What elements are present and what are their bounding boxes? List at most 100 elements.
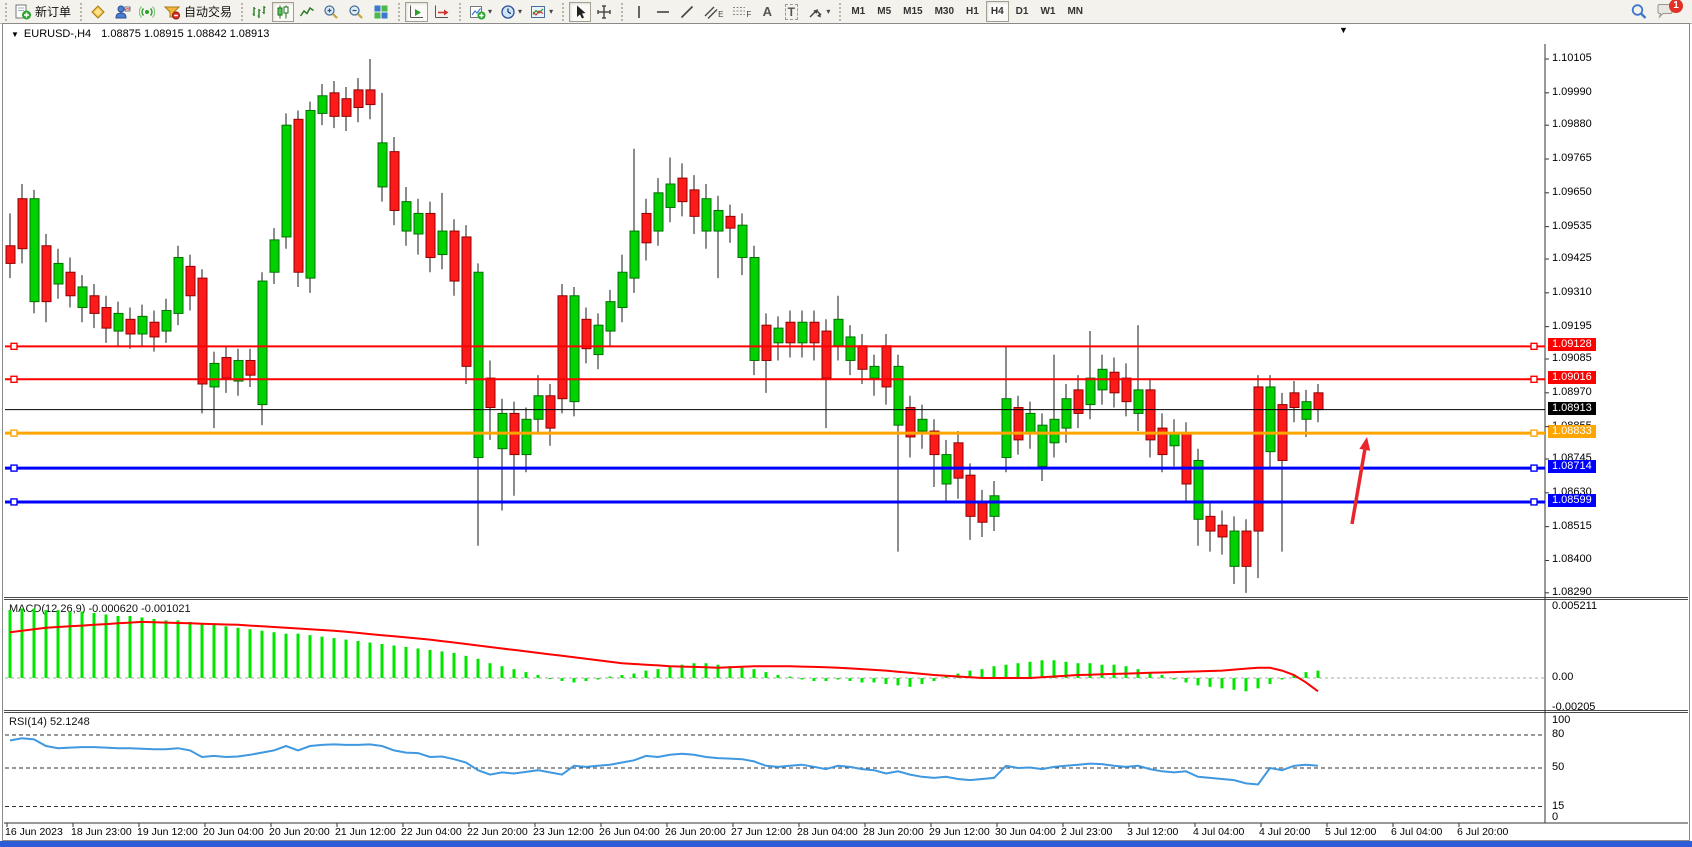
chart-shift-button[interactable]: [430, 2, 453, 22]
chart-menu-icon[interactable]: ▼: [11, 29, 19, 39]
chart-shift-marker[interactable]: ▼: [1339, 25, 1348, 35]
channel-tool-letter: E: [718, 10, 724, 19]
timeframe-button-m1[interactable]: M1: [851, 6, 866, 17]
autotrading-label: 自动交易: [184, 5, 233, 19]
notifications-button[interactable]: 1: [1653, 0, 1683, 22]
candlestick-icon: [277, 5, 289, 18]
macd-axis-label: 0.005211: [1552, 600, 1598, 612]
time-axis-label: 22 Jun 04:00: [401, 826, 462, 838]
cursor-tool-button[interactable]: [569, 1, 592, 22]
bar-chart-type-button[interactable]: [248, 2, 270, 22]
fibonacci-tool-button[interactable]: F: [728, 2, 754, 22]
arrows-tool-button[interactable]: ▾: [804, 2, 833, 22]
zoom-out-icon: [349, 4, 363, 19]
trendline-tool-button[interactable]: [676, 2, 698, 22]
current-price-label: 1.08913: [1548, 401, 1596, 415]
timeframe-button-h1[interactable]: H1: [966, 6, 979, 17]
macd-axis-label: -0.00205: [1552, 701, 1596, 713]
price-tick-label: 1.08400: [1552, 553, 1592, 566]
price-tick-label: 1.08515: [1552, 519, 1592, 532]
time-axis-label: 21 Jun 12:00: [335, 826, 396, 838]
time-axis-label: 3 Jul 12:00: [1127, 826, 1179, 838]
text-label-tool-button[interactable]: T: [780, 2, 802, 22]
navigator-icon: [115, 5, 131, 18]
time-axis-label: 4 Jul 04:00: [1193, 826, 1245, 838]
text-tool-icon: A: [762, 4, 772, 19]
auto-scroll-button[interactable]: [405, 1, 429, 22]
fibonacci-icon: [733, 6, 746, 15]
signals-button[interactable]: [136, 2, 158, 22]
timeframe-button-mn[interactable]: MN: [1067, 6, 1083, 17]
periods-clock-icon: [501, 4, 515, 19]
metaeditor-icon: [91, 4, 105, 19]
pane-separator-rsi[interactable]: [4, 710, 1688, 713]
timeframe-button-h4[interactable]: H4: [985, 1, 1009, 22]
price-tick-label: 1.09765: [1552, 152, 1592, 164]
indicators-dropdown-caret[interactable]: ▾: [488, 7, 493, 16]
time-axis-label: 27 Jun 12:00: [731, 826, 792, 838]
time-axis-label: 22 Jun 20:00: [467, 826, 528, 838]
templates-dropdown-caret[interactable]: ▾: [549, 7, 554, 16]
arrows-tool-icon: [809, 8, 822, 17]
metaeditor-button[interactable]: [87, 2, 109, 22]
timeframe-button-w1[interactable]: W1: [1040, 6, 1056, 17]
horizontal-line-icon: [657, 10, 670, 13]
bar-chart-icon: [252, 5, 266, 18]
periods-dropdown-caret[interactable]: ▾: [518, 7, 523, 16]
rsi-indicator-label: RSI(14) 52.1248: [9, 716, 90, 728]
tile-windows-icon: [374, 5, 388, 18]
price-tick-label: 1.08290: [1552, 585, 1592, 598]
timeframe-button-m15[interactable]: M15: [903, 6, 923, 17]
channel-tool-button[interactable]: E: [700, 2, 726, 22]
pane-separator-macd[interactable]: [4, 597, 1688, 600]
timeframe-button-m30[interactable]: M30: [934, 6, 955, 17]
macd-axis-label: 0.00: [1552, 671, 1574, 683]
navigator-button[interactable]: [111, 2, 134, 22]
toolbar-right-group: 1: [1626, 0, 1686, 23]
indicators-button[interactable]: ▾: [466, 2, 495, 22]
time-axis-label: 16 Jun 2023: [5, 826, 63, 838]
text-tool-button[interactable]: A: [756, 2, 778, 22]
tile-windows-button[interactable]: [370, 2, 392, 22]
price-tick-label: 1.09535: [1552, 219, 1592, 232]
autotrading-button[interactable]: 自动交易: [160, 2, 235, 22]
new-order-icon: [15, 4, 31, 19]
equidistant-channel-icon: [704, 6, 718, 19]
chart-window: ▼ EURUSD-,H4 1.08875 1.08915 1.08842 1.0…: [2, 23, 1690, 841]
trendline-icon: [681, 5, 694, 18]
time-axis-label: 23 Jun 12:00: [533, 826, 594, 838]
vertical-line-icon: [638, 5, 640, 18]
cursor-icon: [577, 5, 586, 18]
horizontal-line-tool-button[interactable]: [652, 2, 674, 22]
crosshair-icon: [597, 4, 611, 19]
price-tick-label: 1.09310: [1552, 285, 1592, 298]
price-tick-label: 1.09650: [1552, 185, 1592, 198]
auto-scroll-icon: [410, 5, 424, 18]
new-order-button[interactable]: 新订单: [12, 2, 74, 22]
line-chart-icon: [299, 6, 314, 16]
search-button[interactable]: [1627, 2, 1651, 22]
crosshair-tool-button[interactable]: [593, 2, 615, 22]
periods-button[interactable]: ▾: [497, 2, 525, 22]
zoom-in-button[interactable]: [320, 2, 343, 22]
new-order-label: 新订单: [35, 5, 72, 19]
timeframe-group: M1 M5 M15 M30 H1 H4 D1 W1 MN: [845, 1, 1089, 22]
toolbar-separator: [77, 2, 85, 21]
macd-indicator-label: MACD(12,26,9) -0.000620 -0.001021: [9, 603, 191, 615]
toolbar-separator: [618, 2, 626, 21]
candlestick-chart-type-button[interactable]: [272, 1, 295, 22]
price-tick-label: 1.09990: [1552, 85, 1592, 98]
chart-symbol-period: EURUSD-,H4: [23, 28, 92, 40]
price-tick-label: 1.09085: [1552, 352, 1592, 364]
chart-ohlc-values: 1.08875 1.08915 1.08842 1.08913: [101, 28, 270, 40]
timeframe-button-m5[interactable]: M5: [877, 6, 892, 17]
line-chart-type-button[interactable]: [296, 2, 318, 22]
timeframe-button-d1[interactable]: D1: [1015, 6, 1029, 17]
arrows-dropdown-caret[interactable]: ▾: [826, 7, 831, 16]
toolbar-separator: [238, 2, 246, 21]
time-axis-label: 6 Jul 20:00: [1457, 826, 1509, 838]
time-axis-label: 26 Jun 04:00: [599, 826, 660, 838]
zoom-out-button[interactable]: [345, 2, 368, 22]
vertical-line-tool-button[interactable]: [628, 2, 650, 22]
templates-button[interactable]: ▾: [527, 2, 556, 22]
